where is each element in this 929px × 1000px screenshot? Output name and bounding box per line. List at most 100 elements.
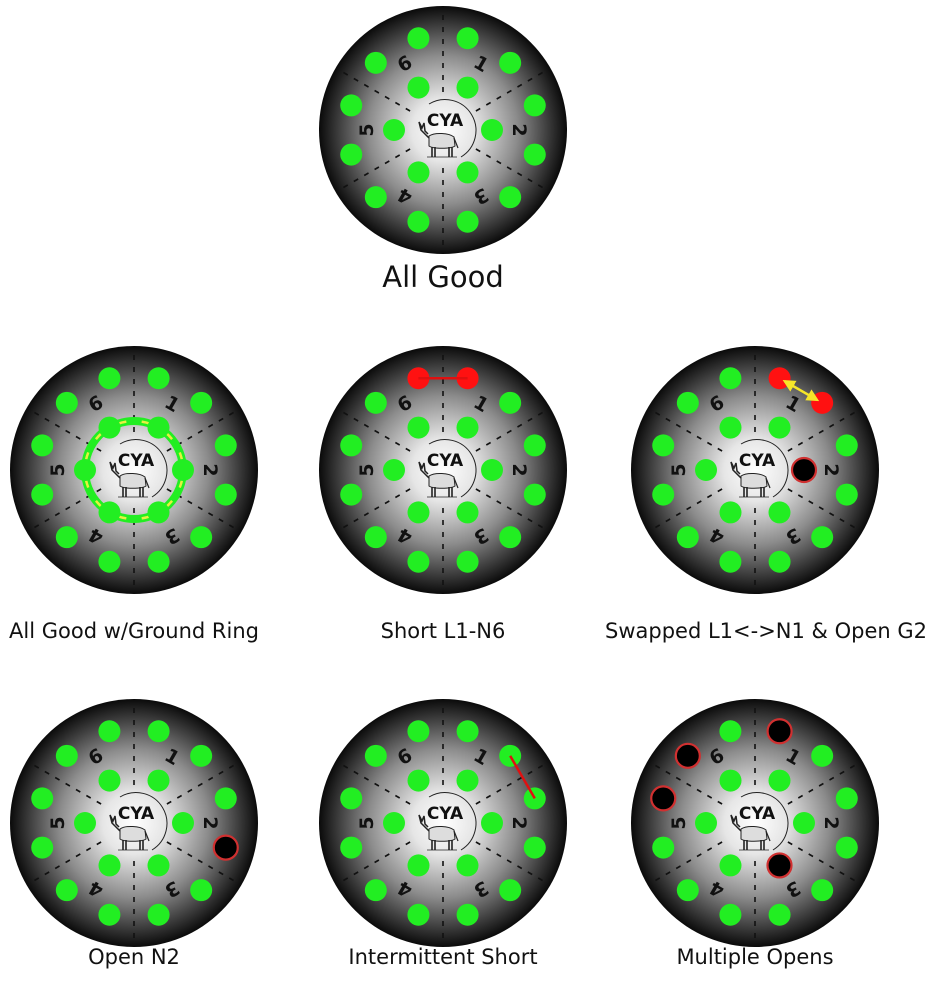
pin-L1	[147, 720, 170, 743]
logo-arc	[428, 99, 477, 158]
pin-G4	[98, 854, 121, 877]
pin-L2	[214, 787, 237, 810]
pin-L2	[523, 94, 546, 117]
sector-number-5: 5	[668, 463, 690, 476]
pin-L3	[811, 879, 834, 902]
pin-L6	[364, 391, 387, 414]
pin-N1	[190, 391, 213, 414]
pin-N4	[364, 186, 387, 209]
pin-G1	[768, 769, 791, 792]
pin-L3	[499, 526, 522, 549]
pin-N5	[31, 434, 54, 457]
pin-G3	[768, 501, 791, 524]
sector-divider	[475, 68, 550, 112]
pin-G2	[172, 459, 194, 481]
pin-L3	[811, 526, 834, 549]
donkey-tail	[765, 477, 771, 489]
pin-G6	[719, 416, 742, 439]
diagram-label-all-good: All Good	[382, 260, 504, 294]
pin-G1	[456, 76, 479, 99]
pin-N3	[456, 210, 479, 233]
pin-N6	[407, 720, 430, 743]
pin-G2	[481, 812, 503, 834]
sector-divider	[648, 761, 723, 805]
sector-number-2: 2	[820, 463, 842, 476]
pin-G4	[407, 161, 430, 184]
pin-open-N5	[650, 785, 677, 812]
pin-G3	[456, 501, 479, 524]
pin-open-L6	[674, 742, 701, 769]
pin-N4	[364, 526, 387, 549]
pin-G3	[456, 161, 479, 184]
pin-N4	[676, 526, 699, 549]
donkey-logo-icon	[418, 814, 459, 851]
sector-number-5: 5	[356, 123, 378, 136]
pin-G1	[456, 769, 479, 792]
donkey-body	[740, 473, 768, 489]
sector-number-5: 5	[47, 463, 69, 476]
pin-L4	[407, 903, 430, 926]
sector-divider	[648, 408, 723, 452]
logo-arc	[740, 439, 789, 498]
pin-N6	[407, 27, 430, 50]
pin-L1	[456, 720, 479, 743]
pin-N3	[768, 550, 791, 573]
pin-L4	[407, 210, 430, 233]
pin-N1	[811, 391, 834, 414]
sector-number-2: 2	[508, 123, 530, 136]
pin-G6	[407, 76, 430, 99]
pin-N2	[523, 483, 546, 506]
sector-number-5: 5	[668, 816, 690, 829]
sector-divider	[787, 408, 862, 452]
pin-G2	[172, 812, 194, 834]
sector-number-5: 5	[47, 816, 69, 829]
pin-L3	[499, 186, 522, 209]
pin-G4	[98, 501, 121, 524]
pin-L4	[407, 550, 430, 573]
pin-L1	[147, 367, 170, 390]
diagram-label-ground-ring: All Good w/Ground Ring	[9, 619, 259, 643]
pin-N4	[55, 526, 78, 549]
pin-N5	[340, 94, 363, 117]
logo-text: CYA	[739, 804, 776, 824]
logo-text: CYA	[427, 804, 464, 824]
sector-number-2: 2	[508, 816, 530, 829]
pin-G6	[98, 769, 121, 792]
donkey-head	[730, 814, 742, 832]
pin-L5	[31, 483, 54, 506]
donkey-logo-icon	[418, 121, 459, 158]
donkey-body	[119, 473, 147, 489]
pin-L2	[835, 787, 858, 810]
sector-number-5: 5	[356, 463, 378, 476]
sector-divider	[475, 148, 550, 192]
pin-N2	[214, 483, 237, 506]
pin-G5	[74, 459, 96, 481]
pin-N5	[340, 787, 363, 810]
donkey-tail	[765, 830, 771, 842]
pin-open-G2	[790, 456, 818, 484]
pin-L2	[835, 434, 858, 457]
pin-open-L1	[766, 718, 793, 745]
donkey-body	[119, 826, 147, 842]
sector-divider	[27, 761, 102, 805]
logo-text: CYA	[739, 451, 776, 471]
donkey-head	[418, 814, 430, 832]
pin-N1	[499, 51, 522, 74]
diagram-label-intermittent: Intermittent Short	[348, 945, 538, 969]
short-line	[509, 755, 536, 800]
pin-L2	[523, 434, 546, 457]
pin-open-G3	[766, 852, 793, 879]
pin-N2	[835, 836, 858, 859]
pin-G3	[147, 501, 170, 524]
sector-divider	[336, 408, 411, 452]
sector-number-2: 2	[199, 816, 221, 829]
pin-open-N2	[212, 834, 239, 861]
pin-L3	[190, 526, 213, 549]
pin-G1	[456, 416, 479, 439]
diagram-label-swapped: Swapped L1<->N1 & Open G2	[605, 619, 927, 643]
